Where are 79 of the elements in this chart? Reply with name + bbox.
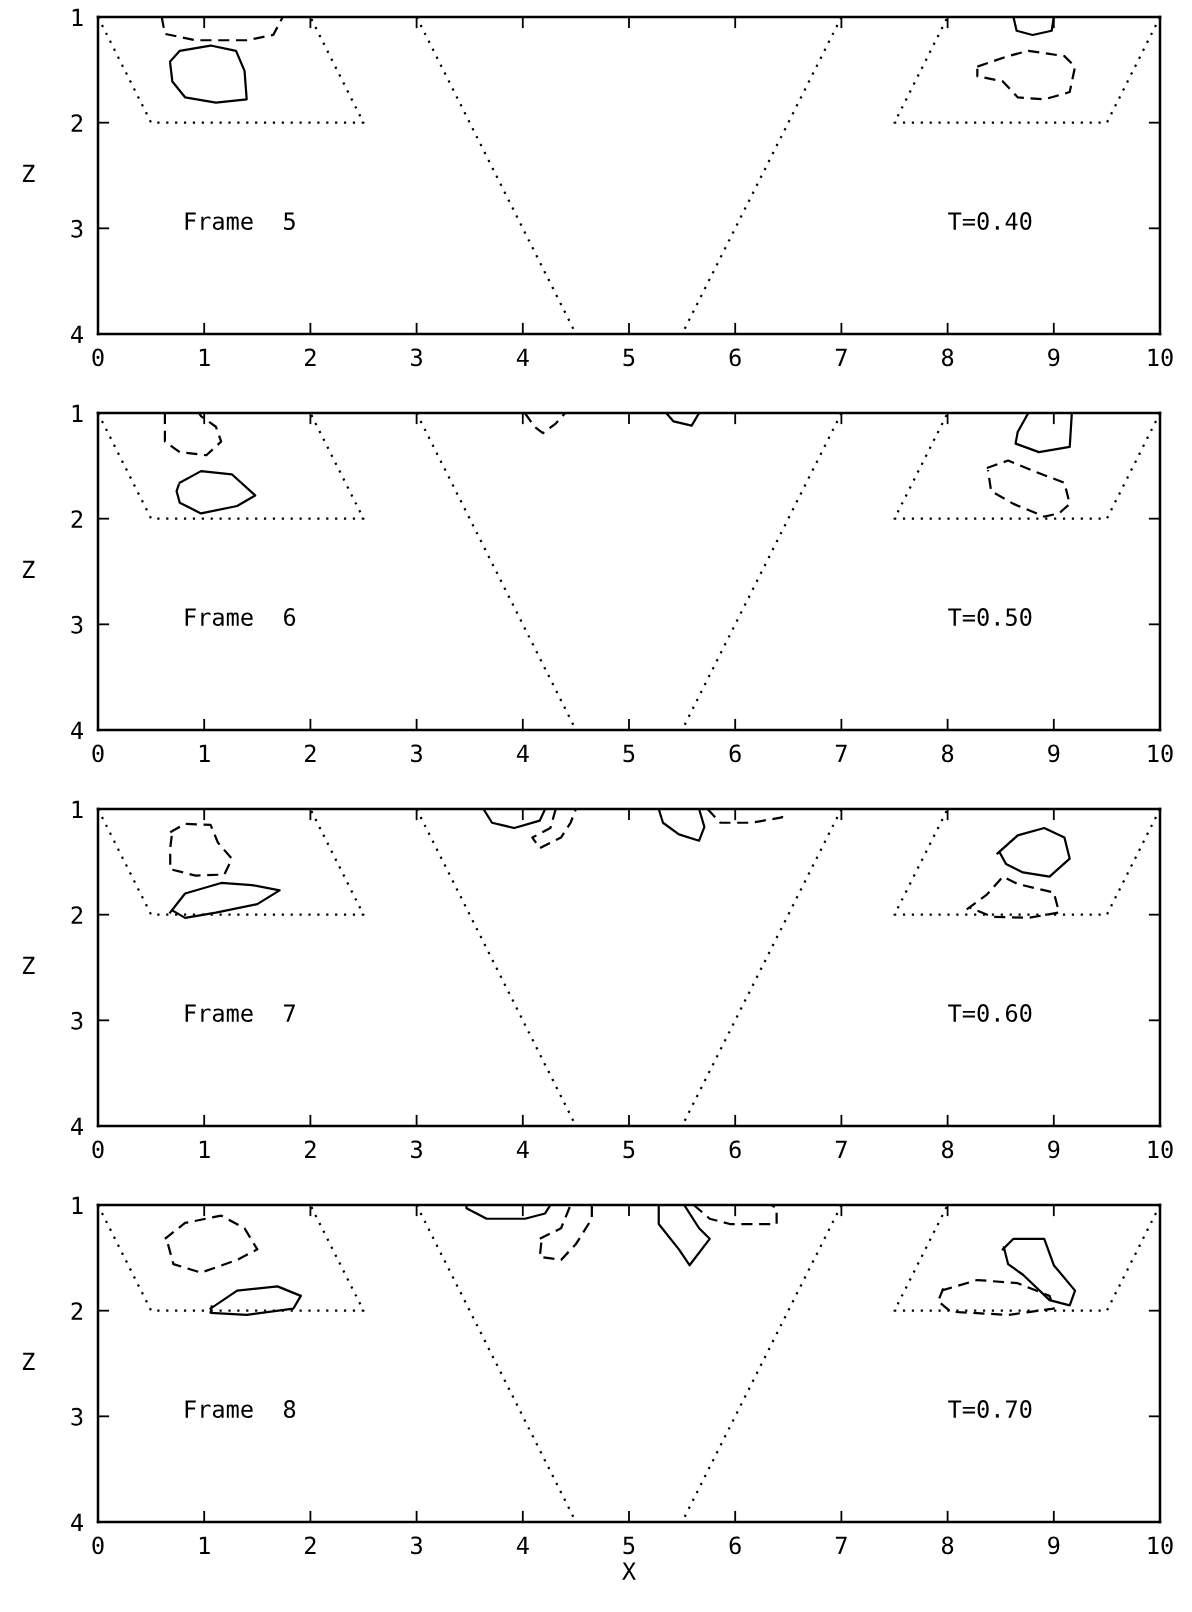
line-series (169, 822, 233, 877)
line-series (175, 470, 257, 515)
x-tick-label: 1 (199, 1536, 210, 1554)
y-tick-label: 1 (72, 8, 83, 27)
x-tick-label: 2 (305, 348, 316, 366)
x-tick-label: 7 (835, 1536, 847, 1554)
x-tick-label: 10 (1148, 744, 1173, 763)
x-tick-label: 8 (942, 1536, 954, 1555)
x-tick-label: 10 (1148, 1140, 1173, 1159)
line-series (976, 49, 1077, 101)
x-tick-label: 7 (835, 1140, 847, 1158)
x-tick-label: 3 (411, 744, 422, 763)
x-tick-label: 0 (92, 744, 104, 763)
line-series (169, 44, 248, 104)
y-tick-label: 2 (71, 114, 83, 132)
y-tick-label: 3 (71, 219, 83, 238)
x-tick-label: 5 (623, 744, 635, 763)
line-series (163, 1214, 259, 1274)
y-axis-title: Z (22, 1352, 35, 1371)
x-tick-label: 6 (729, 1536, 741, 1555)
y-tick-label: 4 (71, 721, 83, 740)
y-tick-label: 4 (71, 1513, 83, 1532)
x-tick-label: 10 (1148, 348, 1173, 367)
annotation: T=0.40 (948, 212, 1032, 230)
x-axis-title: X (622, 1562, 636, 1580)
annotation: T=0.60 (948, 1004, 1032, 1022)
x-tick-label: 0 (92, 1140, 104, 1159)
x-tick-label: 2 (305, 1140, 316, 1158)
x-tick-label: 4 (516, 744, 529, 762)
x-tick-label: 7 (835, 348, 847, 366)
x-tick-label: 7 (835, 744, 847, 762)
annotation: Frame 6 (185, 608, 296, 626)
x-tick-label: 6 (729, 744, 741, 763)
x-tick-label: 5 (623, 348, 635, 367)
y-tick-label: 3 (71, 1407, 83, 1426)
x-tick-label: 4 (516, 1536, 529, 1554)
y-tick-label: 4 (71, 1117, 83, 1136)
x-tick-label: 2 (305, 1536, 316, 1554)
y-tick-label: 2 (71, 1302, 83, 1320)
x-tick-label: 6 (729, 348, 741, 367)
x-tick-label: 9 (1048, 1140, 1060, 1159)
y-tick-label: 2 (71, 510, 83, 528)
y-tick-label: 4 (71, 325, 83, 344)
x-tick-label: 5 (623, 1536, 635, 1555)
x-tick-label: 8 (942, 1140, 954, 1159)
x-tick-label: 3 (411, 1140, 422, 1159)
y-tick-label: 3 (71, 615, 83, 634)
x-tick-label: 5 (623, 1140, 635, 1159)
annotation: Frame 5 (185, 212, 295, 230)
y-tick-label: 3 (71, 1011, 83, 1030)
x-tick-label: 0 (92, 1536, 104, 1555)
x-tick-label: 6 (729, 1140, 741, 1159)
x-tick-label: 8 (942, 744, 954, 763)
x-tick-label: 2 (305, 744, 316, 762)
x-tick-label: 8 (942, 348, 954, 367)
y-tick-label: 1 (72, 800, 83, 819)
x-tick-label: 3 (411, 348, 422, 367)
x-tick-label: 1 (199, 348, 210, 366)
x-tick-label: 4 (516, 1140, 529, 1158)
x-tick-label: 1 (199, 1140, 210, 1158)
x-tick-label: 1 (199, 744, 210, 762)
y-axis-title: Z (22, 560, 35, 579)
annotation: Frame 7 (185, 1004, 295, 1022)
y-tick-label: 2 (71, 906, 83, 924)
line-series (996, 826, 1071, 878)
annotation: T=0.70 (948, 1400, 1032, 1418)
x-tick-label: 10 (1148, 1536, 1173, 1555)
x-tick-label: 3 (411, 1536, 422, 1555)
y-tick-label: 1 (72, 404, 83, 423)
y-axis-title: Z (22, 164, 35, 183)
x-tick-label: 9 (1048, 348, 1060, 367)
annotation: T=0.50 (948, 608, 1032, 626)
y-tick-label: 1 (72, 1196, 83, 1215)
x-tick-label: 0 (92, 348, 104, 367)
annotation: Frame 8 (185, 1400, 296, 1418)
x-tick-label: 4 (516, 348, 529, 366)
x-tick-label: 9 (1048, 744, 1060, 763)
y-axis-title: Z (22, 956, 35, 975)
x-tick-label: 9 (1048, 1536, 1060, 1555)
